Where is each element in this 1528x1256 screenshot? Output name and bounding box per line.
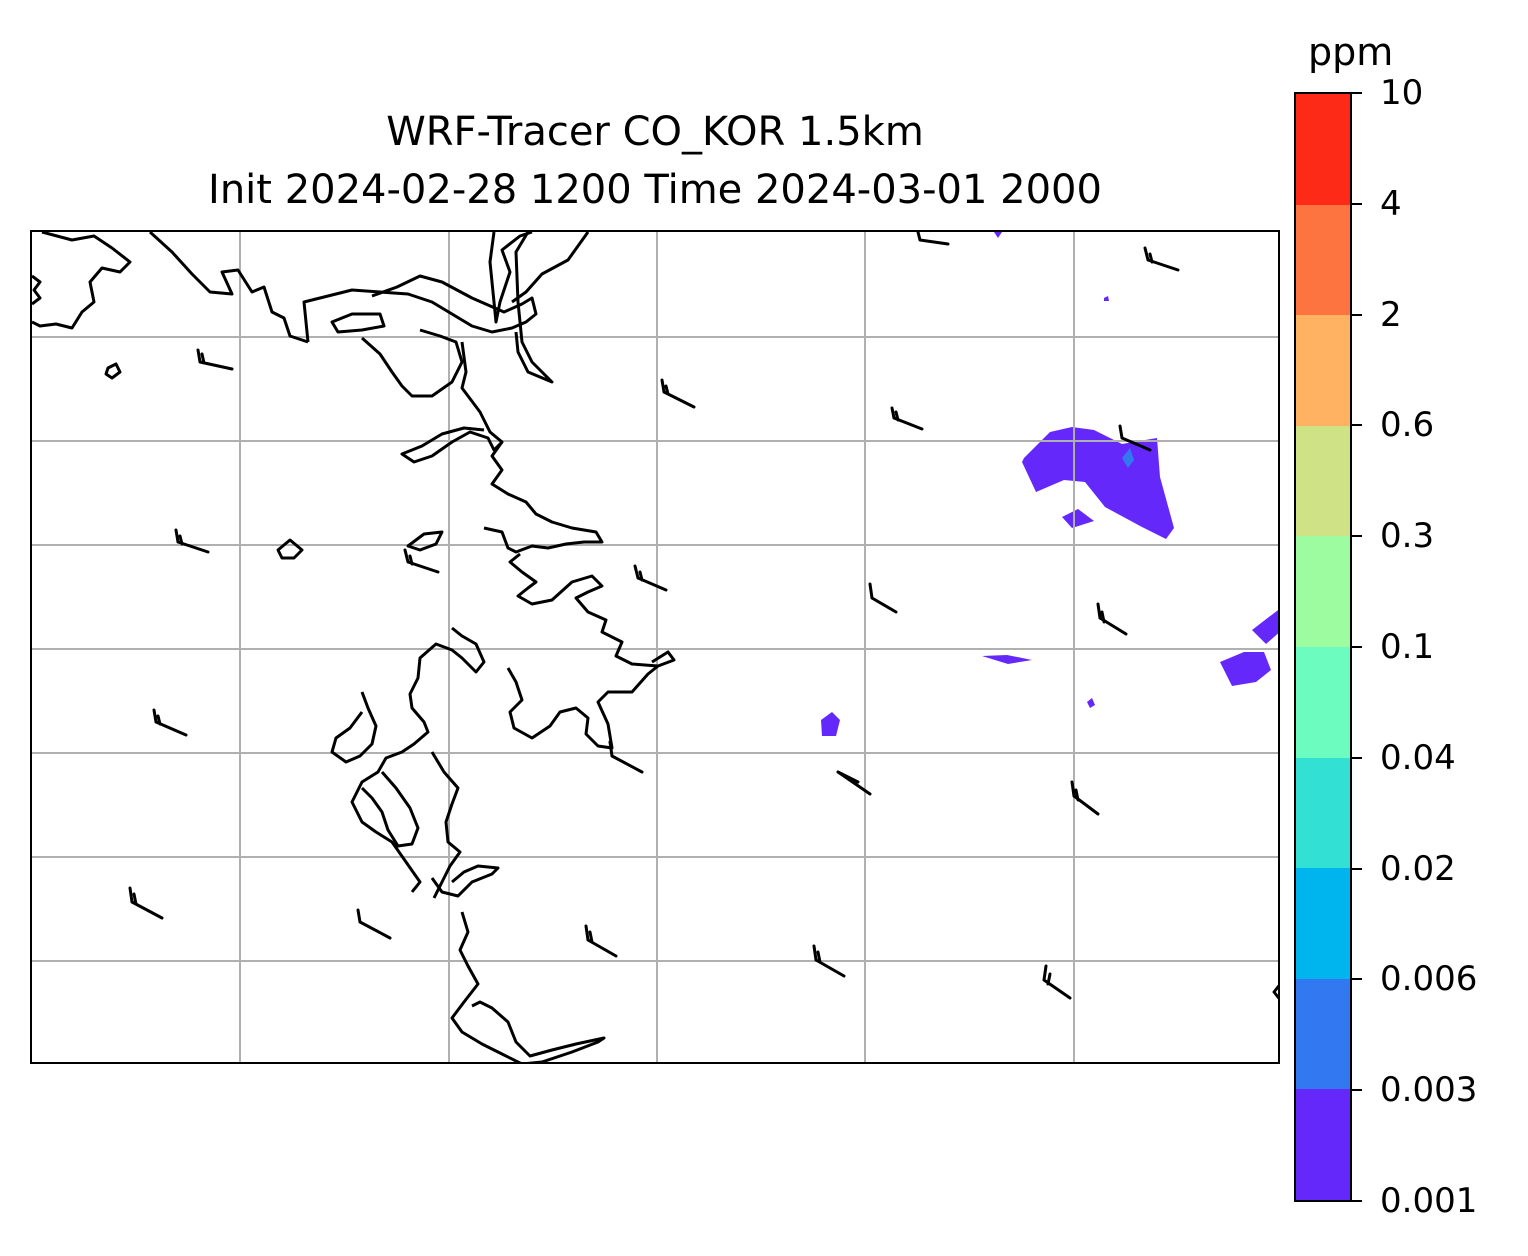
colorbar-tick-label: 2 (1380, 294, 1402, 335)
wind-barb (196, 348, 234, 371)
tracer-patch-small-b (821, 712, 840, 736)
wind-barb (1143, 246, 1180, 272)
colorbar-segment (1296, 647, 1350, 758)
colorbar-unit-label: ppm (1308, 30, 1394, 74)
coastline-korea-east-mid (506, 664, 659, 750)
colorbar-tick (1352, 424, 1362, 427)
colorbar-tick-label: 0.3 (1380, 516, 1435, 557)
wind-barb (403, 548, 440, 574)
colorbar-tick-label: 0.006 (1380, 959, 1478, 1000)
coastline-liaodong-east (514, 232, 554, 384)
colorbar (1294, 92, 1352, 1202)
coastline-south (450, 911, 606, 1062)
wind-barb (1042, 964, 1072, 1000)
coastline-korea-west-south (350, 626, 486, 893)
wind-barb (1070, 780, 1100, 816)
colorbar-tick (1352, 92, 1362, 94)
colorbar-tick (1352, 202, 1362, 205)
tracer-patch-level2 (1122, 448, 1134, 468)
tracer-patch-streak (982, 655, 1032, 664)
colorbar-segment (1296, 94, 1350, 205)
colorbar-tick (1352, 756, 1362, 759)
colorbar-tick-label: 0.04 (1380, 737, 1456, 778)
tracer-fill-layer (821, 232, 1278, 736)
island-east-edge (1272, 984, 1278, 1000)
coastline-northwest (32, 232, 132, 330)
wind-barb-layer (128, 232, 1180, 1000)
colorbar-tick-label: 4 (1380, 183, 1402, 224)
coastline-liaodong-south (400, 341, 504, 464)
gridlines (32, 232, 1278, 1062)
colorbar-segment (1296, 757, 1350, 869)
colorbar-segment (1296, 315, 1350, 426)
colorbar-segment (1296, 425, 1350, 537)
colorbar-tick (1352, 978, 1362, 981)
tracer-patch-east-b (1252, 610, 1278, 644)
wind-barb (868, 582, 898, 614)
wind-barb (836, 770, 872, 796)
colorbar-tick-label: 0.003 (1380, 1070, 1478, 1111)
tracer-patch-east-a (1220, 652, 1271, 686)
coastline-korea-south-inner (430, 751, 462, 899)
wind-barb (812, 944, 846, 978)
coastline-bohai-north (148, 232, 309, 344)
coastline-peninsula-inner (330, 691, 378, 764)
coastline-bay-inner (361, 328, 464, 398)
tracer-patch-top (994, 232, 1002, 238)
wind-barb (916, 232, 950, 246)
colorbar-segment (1296, 868, 1350, 979)
island-small-west (104, 362, 122, 380)
wind-barb (1118, 424, 1152, 452)
island-cluster-b (406, 530, 444, 552)
coastline-yalu (511, 232, 590, 304)
wind-barb (584, 924, 618, 958)
colorbar-tick-label: 10 (1380, 73, 1424, 113)
map-subtitle: Init 2024-02-28 1200 Time 2024-03-01 200… (208, 167, 1102, 213)
wind-barb (608, 740, 644, 774)
tracer-patch-north-east (1022, 427, 1174, 539)
tracer-patch-tiny-a (1087, 698, 1095, 708)
colorbar-tick (1352, 1200, 1362, 1202)
colorbar-tick (1352, 535, 1362, 538)
coastline-northwest-tip (32, 274, 42, 306)
map-title: WRF-Tracer CO_KOR 1.5km (386, 109, 924, 155)
colorbar-tick (1352, 646, 1362, 648)
coastline-southwest (430, 864, 500, 898)
wind-barb (1096, 602, 1128, 636)
map-panel (30, 230, 1280, 1064)
wind-barb (633, 564, 668, 592)
colorbar-tick-label: 0.1 (1380, 627, 1435, 667)
wind-barb (890, 406, 924, 431)
coastline-peninsula-mid (360, 771, 420, 848)
colorbar-tick (1352, 1089, 1362, 1092)
colorbar-segment (1296, 978, 1350, 1090)
coastline-bay-north (302, 274, 538, 343)
colorbar-segment (1296, 536, 1350, 648)
tracer-patch-tiny-b (1104, 296, 1109, 301)
colorbar-tick (1352, 867, 1362, 870)
colorbar-tick-label: 0.001 (1380, 1181, 1478, 1221)
coastline-korea-west-mid (508, 552, 676, 668)
wind-barb (128, 886, 164, 920)
coastline-liaodong-loop (488, 232, 533, 324)
wind-barb (174, 528, 210, 554)
wind-barb (152, 708, 188, 737)
colorbar-segment (1296, 1089, 1350, 1200)
map-canvas (32, 232, 1278, 1062)
colorbar-tick (1352, 313, 1362, 316)
tracer-patch-small-a (1062, 509, 1094, 528)
coastline-korea-west-north (483, 441, 604, 554)
wind-barb (660, 378, 696, 409)
colorbar-tick-label: 0.02 (1380, 848, 1456, 889)
island-bay (330, 312, 386, 334)
colorbar-tick-label: 0.6 (1380, 405, 1435, 446)
island-cluster-a (276, 538, 304, 560)
colorbar-segment (1296, 204, 1350, 316)
wind-barb (356, 908, 392, 940)
coastline-layer (32, 232, 1278, 1062)
